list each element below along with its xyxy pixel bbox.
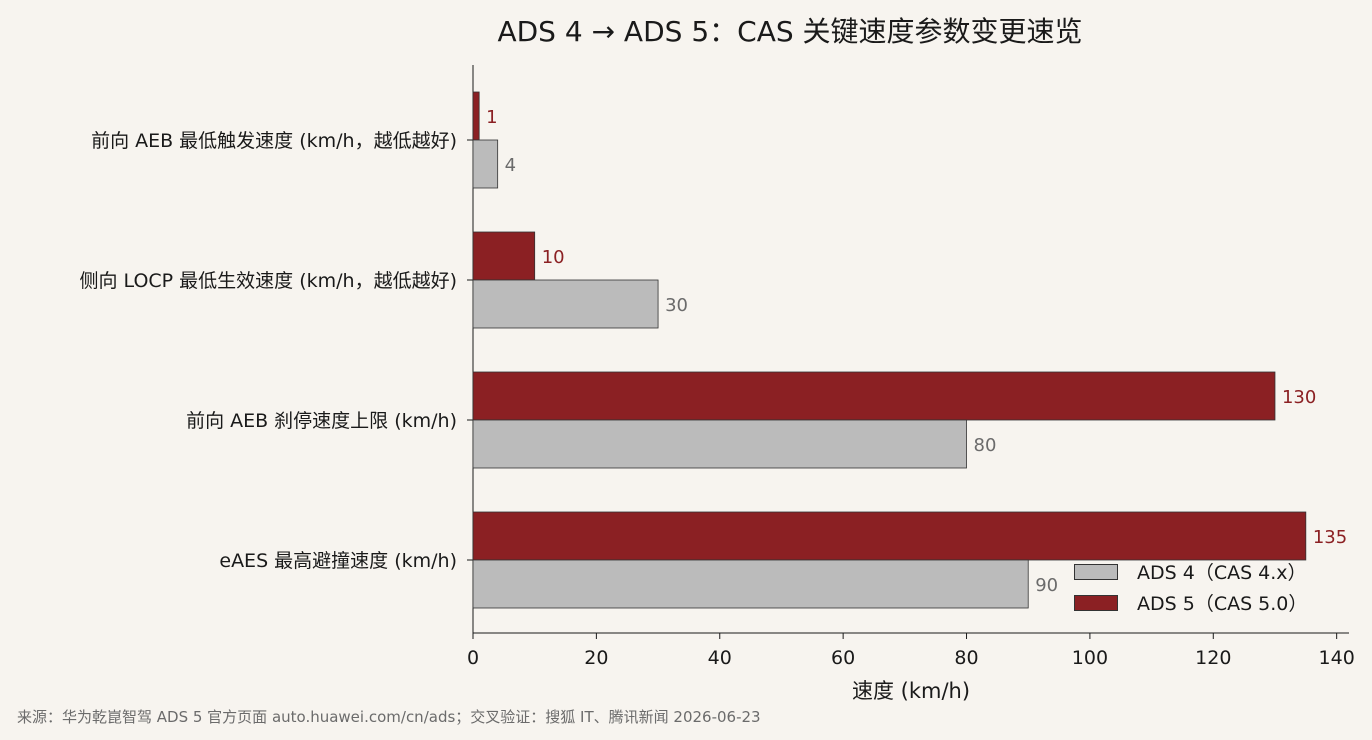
legend-swatch-ads5 <box>1074 594 1118 611</box>
x-axis-label: 速度 (km/h) <box>852 679 970 703</box>
chart-title: ADS 4 → ADS 5：CAS 关键速度参数变更速览 <box>497 15 1083 48</box>
bar-ads4 <box>472 419 967 469</box>
data-label-ads5: 130 <box>1282 387 1316 408</box>
source-footnote: 来源：华为乾崑智驾 ADS 5 官方页面 auto.huawei.com/cn/… <box>17 708 761 726</box>
x-tick-label: 60 <box>831 647 855 669</box>
legend-label-ads4: ADS 4（CAS 4.x） <box>1137 562 1307 584</box>
x-tick-label: 80 <box>954 647 978 669</box>
data-label-ads4: 4 <box>505 155 516 176</box>
legend-swatch-ads4 <box>1074 563 1118 580</box>
data-label-ads4: 90 <box>1035 575 1058 596</box>
data-label-ads5: 10 <box>542 247 565 268</box>
data-label-ads5: 1 <box>486 107 497 128</box>
bar-ads5 <box>472 91 480 141</box>
x-tick-label: 100 <box>1072 647 1108 669</box>
x-tick-label: 20 <box>584 647 608 669</box>
x-tick-label: 0 <box>467 647 479 669</box>
data-label-ads5: 135 <box>1313 527 1347 548</box>
bar-ads4 <box>472 139 499 189</box>
bar-ads4 <box>472 279 659 329</box>
bar-ads4 <box>472 559 1029 609</box>
y-category-label: 前向 AEB 最低触发速度 (km/h，越低越好) <box>91 130 457 152</box>
x-tick-label: 140 <box>1319 647 1355 669</box>
y-category-label: 前向 AEB 刹停速度上限 (km/h) <box>186 410 457 432</box>
bar-ads5 <box>472 371 1276 421</box>
legend-item-ads5: ADS 5（CAS 5.0） <box>1074 587 1307 618</box>
y-category-label: 侧向 LOCP 最低生效速度 (km/h，越低越好) <box>80 270 458 292</box>
data-label-ads4: 30 <box>665 295 688 316</box>
legend-label-ads5: ADS 5（CAS 5.0） <box>1137 593 1308 615</box>
bar-ads5 <box>472 511 1307 561</box>
chart-legend: ADS 4（CAS 4.x） ADS 5（CAS 5.0） <box>1074 556 1307 618</box>
y-category-label: eAES 最高避撞速度 (km/h) <box>219 550 457 572</box>
bar-ads5 <box>472 231 536 281</box>
x-tick-label: 40 <box>708 647 732 669</box>
data-label-ads4: 80 <box>974 435 997 456</box>
x-tick-label: 120 <box>1195 647 1231 669</box>
legend-item-ads4: ADS 4（CAS 4.x） <box>1074 556 1307 587</box>
